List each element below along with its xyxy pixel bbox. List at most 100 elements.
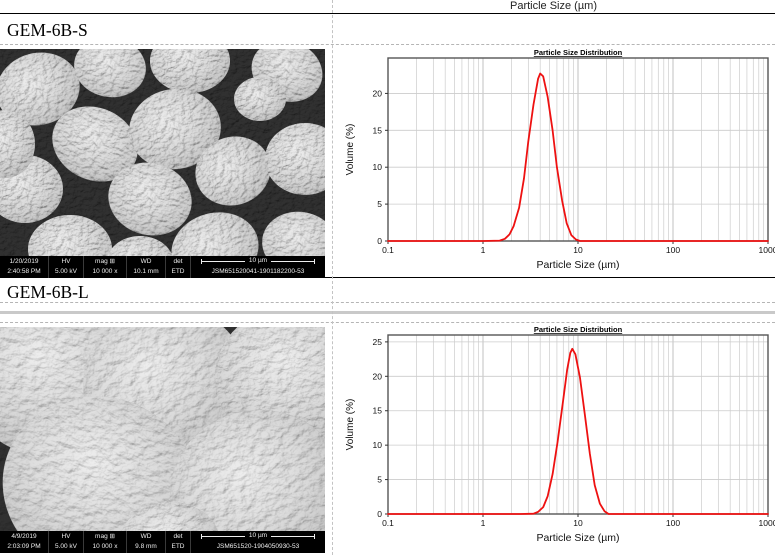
sem-image-gem-6b-l: 4/9/2019 2:03:09 PM HV 5.00 kV mag ⊞ 10 … [0,327,325,553]
y-tick-label: 5 [377,475,382,485]
y-tick-label: 10 [373,440,383,450]
sem-mag-label: mag ⊞ [95,257,115,265]
y-tick-label: 25 [373,337,383,347]
sem-image-gem-6b-s: 1/20/2019 2:40:58 PM HV 5.00 kV mag ⊞ 10… [0,49,325,278]
sem-hv-1: HV 5.00 kV [49,256,84,278]
sem-det-1: det ETD [166,256,191,278]
sem-photo-2 [0,327,325,531]
y-tick-label: 15 [373,406,383,416]
chart-title: Particle Size Distribution [534,48,623,57]
sem-particle [0,52,80,126]
sem-det-label: det [173,257,183,265]
rule-dashed-2 [0,302,775,303]
scale-label: 10 µm [248,257,268,265]
sem-particle [195,136,271,206]
sem-date: 1/20/2019 [9,257,39,265]
y-tick-label: 5 [377,199,382,209]
sem-hv-value: 5.00 kV [54,267,78,275]
y-axis-label: Volume (%) [345,399,356,451]
chart-title: Particle Size Distribution [534,325,623,334]
sem-hv-value: 5.00 kV [54,542,78,550]
sem-particle [108,162,192,236]
sem-mag-label: mag ⊞ [95,532,115,540]
sem-det-2: det ETD [166,531,191,553]
sem-particle [129,88,221,170]
y-tick-label: 20 [373,371,383,381]
column-title: Particle Size (µm) [509,0,598,12]
sem-mag-2: mag ⊞ 10 000 x [84,531,127,553]
sem-wd-label: WD [140,257,152,265]
x-tick-label: 10 [573,245,583,255]
rule-top-solid [0,13,775,14]
sem-wd-1: WD 10.1 mm [127,256,166,278]
sem-det-value: ETD [171,267,185,275]
sem-micrograph-svg [0,49,325,256]
sem-particle [170,409,325,531]
y-tick-label: 15 [373,125,383,135]
sem-hv-label: HV [61,532,71,540]
sem-particle [171,212,259,256]
sem-time: 2:03:09 PM [7,542,41,550]
sem-image-id: JSM651520041-1901182200-53 [211,268,305,276]
sem-wd-value: 9.8 mm [135,542,157,550]
row-label-gem-6b-s: GEM-6B-S [7,20,88,40]
sem-scale-id-1: 10 µm JSM651520041-1901182200-53 [191,256,325,278]
sem-det-value: ETD [171,542,185,550]
x-tick-label: 0.1 [382,245,394,255]
rule-dashed-1 [0,44,775,45]
rule-mid-solid [0,277,775,278]
sem-info-bar-1: 1/20/2019 2:40:58 PM HV 5.00 kV mag ⊞ 10… [0,256,325,278]
sem-image-id: JSM651520-1904050930-53 [216,543,300,551]
sem-datetime-1: 1/20/2019 2:40:58 PM [0,256,49,278]
sem-photo-1 [0,49,325,256]
sem-mag-1: mag ⊞ 10 000 x [84,256,127,278]
sem-particle [107,236,173,256]
x-axis-label: Particle Size (µm) [536,532,619,544]
sem-wd-value: 10.1 mm [133,267,159,275]
sem-particle [0,110,35,178]
sem-particle [52,106,138,182]
x-tick-label: 100 [666,245,680,255]
sem-particle [234,77,286,121]
sem-particle [74,49,146,98]
y-tick-label: 20 [373,88,383,98]
sem-particle [262,211,325,256]
y-tick-label: 0 [377,509,382,519]
psd-curve [387,347,769,515]
sem-wd-label: WD [140,532,152,540]
sem-hv-2: HV 5.00 kV [49,531,84,553]
x-tick-label: 1 [481,245,486,255]
sem-particle [28,215,112,256]
sem-time: 2:40:58 PM [7,267,41,275]
psd-curve [387,72,769,242]
scale-label: 10 µm [248,532,268,540]
y-axis-label: Volume (%) [345,124,356,176]
y-tick-label: 10 [373,162,383,172]
row-label-gem-6b-l: GEM-6B-L [7,282,89,302]
rule-dashed-3 [0,322,775,323]
sem-particle [150,49,230,93]
scale-bar: 10 µm [191,533,325,540]
rule-gray-band [0,311,775,314]
sem-hv-label: HV [61,257,71,265]
sem-datetime-2: 4/9/2019 2:03:09 PM [0,531,49,553]
sem-particle [2,396,198,531]
scale-bar: 10 µm [191,258,325,265]
sem-date: 4/9/2019 [11,532,37,540]
sem-mag-value: 10 000 x [92,542,118,550]
column-divider [332,0,333,555]
sem-mag-value: 10 000 x [92,267,118,275]
sem-scale-id-2: 10 µm JSM651520-1904050930-53 [191,531,325,553]
x-tick-label: 1 [481,518,486,528]
x-tick-label: 0.1 [382,518,394,528]
sem-particle [121,502,219,531]
y-tick-label: 0 [377,236,382,246]
x-tick-label: 100 [666,518,680,528]
